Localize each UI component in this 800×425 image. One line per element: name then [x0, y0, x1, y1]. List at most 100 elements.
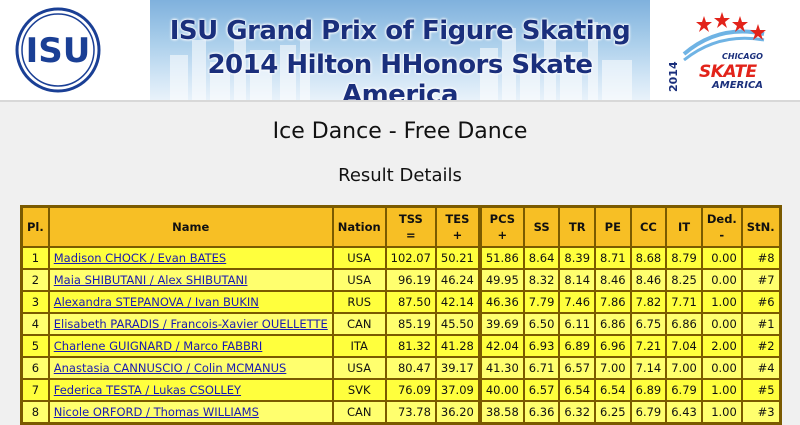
results-body: 1 Madison CHOCK / Evan BATES USA 102.07 50.2… — [22, 247, 780, 423]
pe-cell: 8.46 — [595, 269, 631, 291]
tr-cell: 6.54 — [559, 379, 596, 401]
cc-cell: 7.21 — [630, 335, 667, 357]
cc-cell: 7.82 — [630, 291, 667, 313]
it-cell: 7.71 — [666, 291, 702, 313]
it-cell: 8.79 — [666, 247, 702, 269]
tr-cell: 6.32 — [559, 401, 596, 423]
isu-logo-text: ISU — [26, 31, 91, 71]
col-ded: Ded. - — [701, 207, 742, 247]
tes-cell: 42.14 — [435, 291, 479, 313]
cc-cell: 6.89 — [630, 379, 667, 401]
logo-city: CHICAGO — [722, 52, 763, 61]
col-start-number: StN. — [741, 207, 780, 247]
pcs-cell: 41.30 — [480, 357, 524, 379]
skater-name-cell: Elisabeth PARADIS / Francois-Xavier OUEL… — [48, 313, 333, 335]
nation-cell: RUS — [332, 291, 386, 313]
tr-cell: 6.11 — [559, 313, 596, 335]
pcs-cell: 40.00 — [480, 379, 524, 401]
ss-cell: 6.50 — [523, 313, 560, 335]
tes-cell: 41.28 — [435, 335, 479, 357]
col-pcs-sym: + — [497, 228, 508, 242]
skater-link[interactable]: Nicole ORFORD / Thomas WILLIAMS — [53, 405, 259, 419]
cc-cell: 6.75 — [630, 313, 667, 335]
logo-year: 2014 — [667, 61, 680, 92]
gap-cell — [478, 247, 481, 269]
table-row: 5 Charlene GUIGNARD / Marco FABBRI ITA 81.3… — [22, 335, 780, 357]
deduction-cell: 0.00 — [701, 269, 742, 291]
tr-cell: 8.14 — [559, 269, 596, 291]
it-cell: 8.25 — [666, 269, 702, 291]
col-tss: TSS = — [385, 207, 436, 247]
col-tss-sym: = — [405, 228, 416, 242]
deduction-cell: 0.00 — [701, 357, 742, 379]
isu-logo[interactable]: ISU — [14, 6, 102, 94]
tes-cell: 36.20 — [435, 401, 479, 423]
it-cell: 7.00 — [666, 357, 702, 379]
table-header-row: Pl. Name Nation TSS = TES + PCS + SS TR PE … — [22, 207, 780, 247]
tss-cell: 81.32 — [385, 335, 436, 357]
header-divider — [0, 100, 800, 102]
tr-cell: 7.46 — [559, 291, 596, 313]
col-tr: TR — [559, 207, 596, 247]
tes-cell: 39.17 — [435, 357, 479, 379]
skater-name-cell: Anastasia CANNUSCIO / Colin MCMANUS — [48, 357, 333, 379]
skater-link[interactable]: Alexandra STEPANOVA / Ivan BUKIN — [53, 295, 259, 309]
col-pcs-label: PCS — [489, 212, 516, 226]
col-ss: SS — [523, 207, 560, 247]
pe-cell: 8.71 — [595, 247, 631, 269]
start-number-cell: #8 — [741, 247, 780, 269]
skater-link[interactable]: Elisabeth PARADIS / Francois-Xavier OUEL… — [53, 317, 328, 331]
col-pe: PE — [595, 207, 631, 247]
page-subtitle: Result Details — [338, 165, 462, 186]
pe-cell: 6.25 — [595, 401, 631, 423]
place-cell: 7 — [22, 379, 49, 401]
pe-cell: 7.00 — [595, 357, 631, 379]
gap-cell — [478, 291, 481, 313]
skater-link[interactable]: Anastasia CANNUSCIO / Colin MCMANUS — [53, 361, 287, 375]
start-number-cell: #6 — [741, 291, 780, 313]
cc-cell: 8.68 — [630, 247, 667, 269]
start-number-cell: #5 — [741, 379, 780, 401]
start-number-cell: #4 — [741, 357, 780, 379]
start-number-cell: #1 — [741, 313, 780, 335]
skater-link[interactable]: Federica TESTA / Lukas CSOLLEY — [53, 383, 242, 397]
place-cell: 4 — [22, 313, 49, 335]
col-ded-label: Ded. — [706, 212, 737, 226]
tes-cell: 46.24 — [435, 269, 479, 291]
it-cell: 6.79 — [666, 379, 702, 401]
page-title: Ice Dance - Free Dance — [272, 119, 528, 144]
deduction-cell: 2.00 — [701, 335, 742, 357]
it-cell: 7.04 — [666, 335, 702, 357]
ss-cell: 6.36 — [523, 401, 560, 423]
tr-cell: 8.39 — [559, 247, 596, 269]
pcs-cell: 49.95 — [480, 269, 524, 291]
skater-link[interactable]: Maia SHIBUTANI / Alex SHIBUTANI — [53, 273, 248, 287]
logo-skate: SKATE — [699, 62, 757, 82]
banner-event-name: 2014 Hilton HHonors Skate America — [207, 50, 593, 100]
tes-cell: 50.21 — [435, 247, 479, 269]
gap-cell — [478, 379, 481, 401]
col-tss-label: TSS — [398, 212, 423, 226]
pcs-cell: 51.86 — [480, 247, 524, 269]
cc-cell: 7.14 — [630, 357, 667, 379]
skater-link[interactable]: Charlene GUIGNARD / Marco FABBRI — [53, 339, 263, 353]
nation-cell: USA — [332, 247, 386, 269]
cc-cell: 6.79 — [630, 401, 667, 423]
nation-cell: ITA — [332, 335, 386, 357]
ss-cell: 6.57 — [523, 379, 560, 401]
event-banner: ISU Grand Prix of Figure Skating 2014 Hi… — [150, 0, 650, 100]
it-cell: 6.86 — [666, 313, 702, 335]
tr-cell: 6.89 — [559, 335, 596, 357]
place-cell: 2 — [22, 269, 49, 291]
col-tes-sym: + — [452, 228, 463, 242]
deduction-cell: 0.00 — [701, 313, 742, 335]
skater-link[interactable]: Madison CHOCK / Evan BATES — [53, 251, 227, 265]
skate-america-logo[interactable] — [664, 4, 774, 96]
tss-cell: 85.19 — [385, 313, 436, 335]
tss-cell: 76.09 — [385, 379, 436, 401]
tes-cell: 45.50 — [435, 313, 479, 335]
skyline-graphic — [170, 20, 632, 100]
tss-cell: 80.47 — [385, 357, 436, 379]
table-row: 7 Federica TESTA / Lukas CSOLLEY SVK 76.09 3… — [22, 379, 780, 401]
tes-cell: 37.09 — [435, 379, 479, 401]
